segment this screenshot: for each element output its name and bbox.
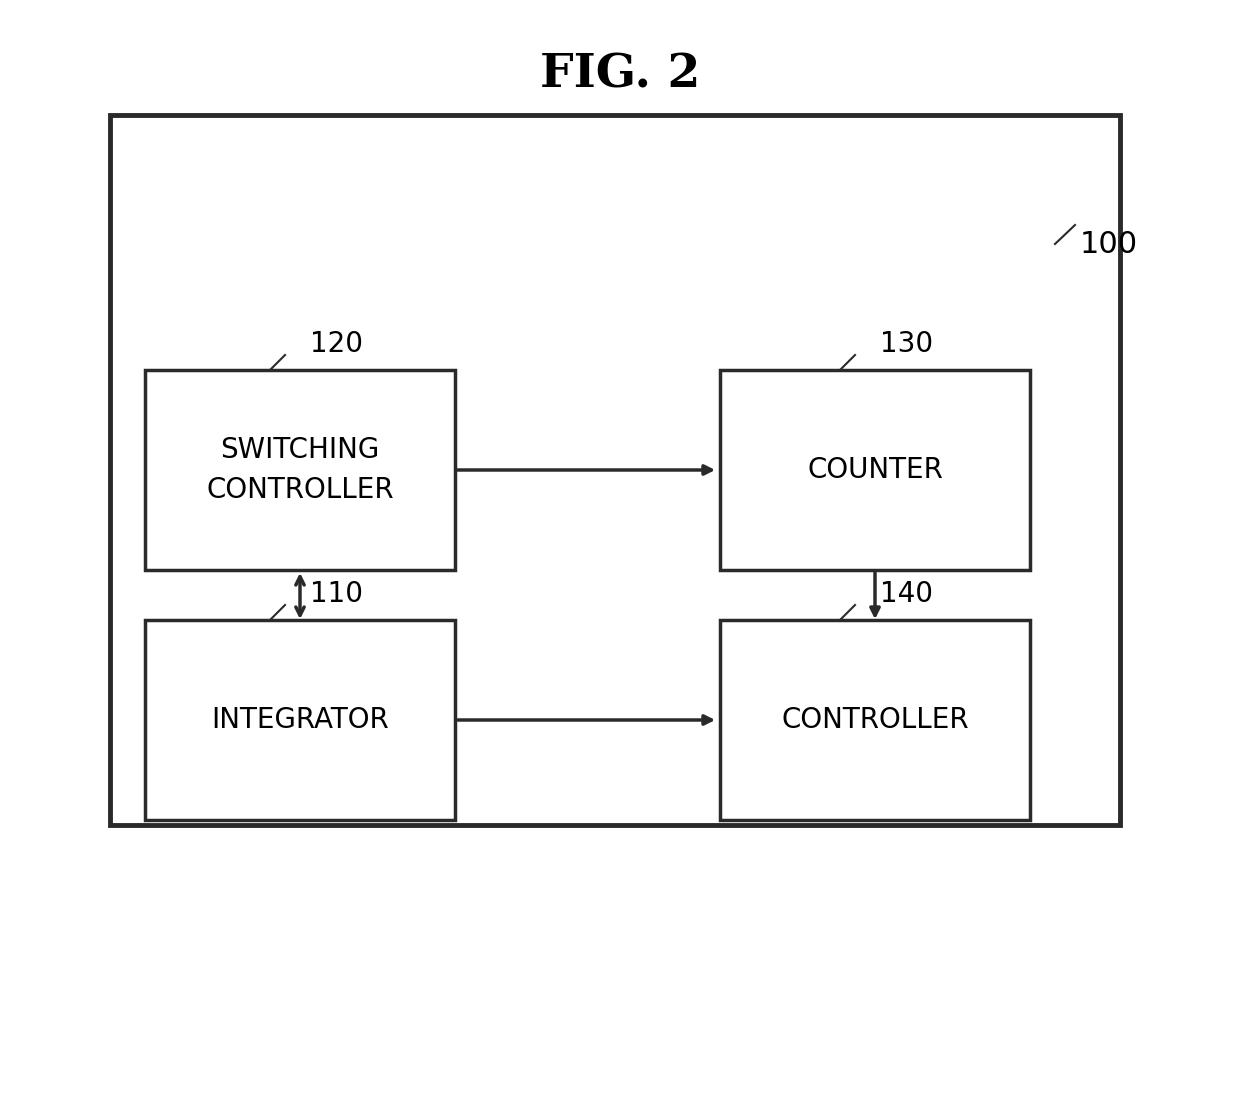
Text: 100: 100 bbox=[1080, 229, 1138, 258]
Text: 120: 120 bbox=[310, 330, 363, 358]
Text: SWITCHING
CONTROLLER: SWITCHING CONTROLLER bbox=[206, 437, 394, 504]
Bar bbox=[145, 370, 455, 570]
Text: CONTROLLER: CONTROLLER bbox=[781, 706, 968, 734]
Bar bbox=[110, 115, 1120, 825]
Text: 130: 130 bbox=[880, 330, 934, 358]
Bar bbox=[720, 620, 1030, 820]
Text: INTEGRATOR: INTEGRATOR bbox=[211, 706, 389, 734]
Text: 110: 110 bbox=[310, 580, 363, 608]
Text: COUNTER: COUNTER bbox=[807, 456, 942, 483]
Bar bbox=[720, 370, 1030, 570]
Text: FIG. 2: FIG. 2 bbox=[539, 52, 701, 98]
Bar bbox=[145, 620, 455, 820]
Text: 140: 140 bbox=[880, 580, 932, 608]
